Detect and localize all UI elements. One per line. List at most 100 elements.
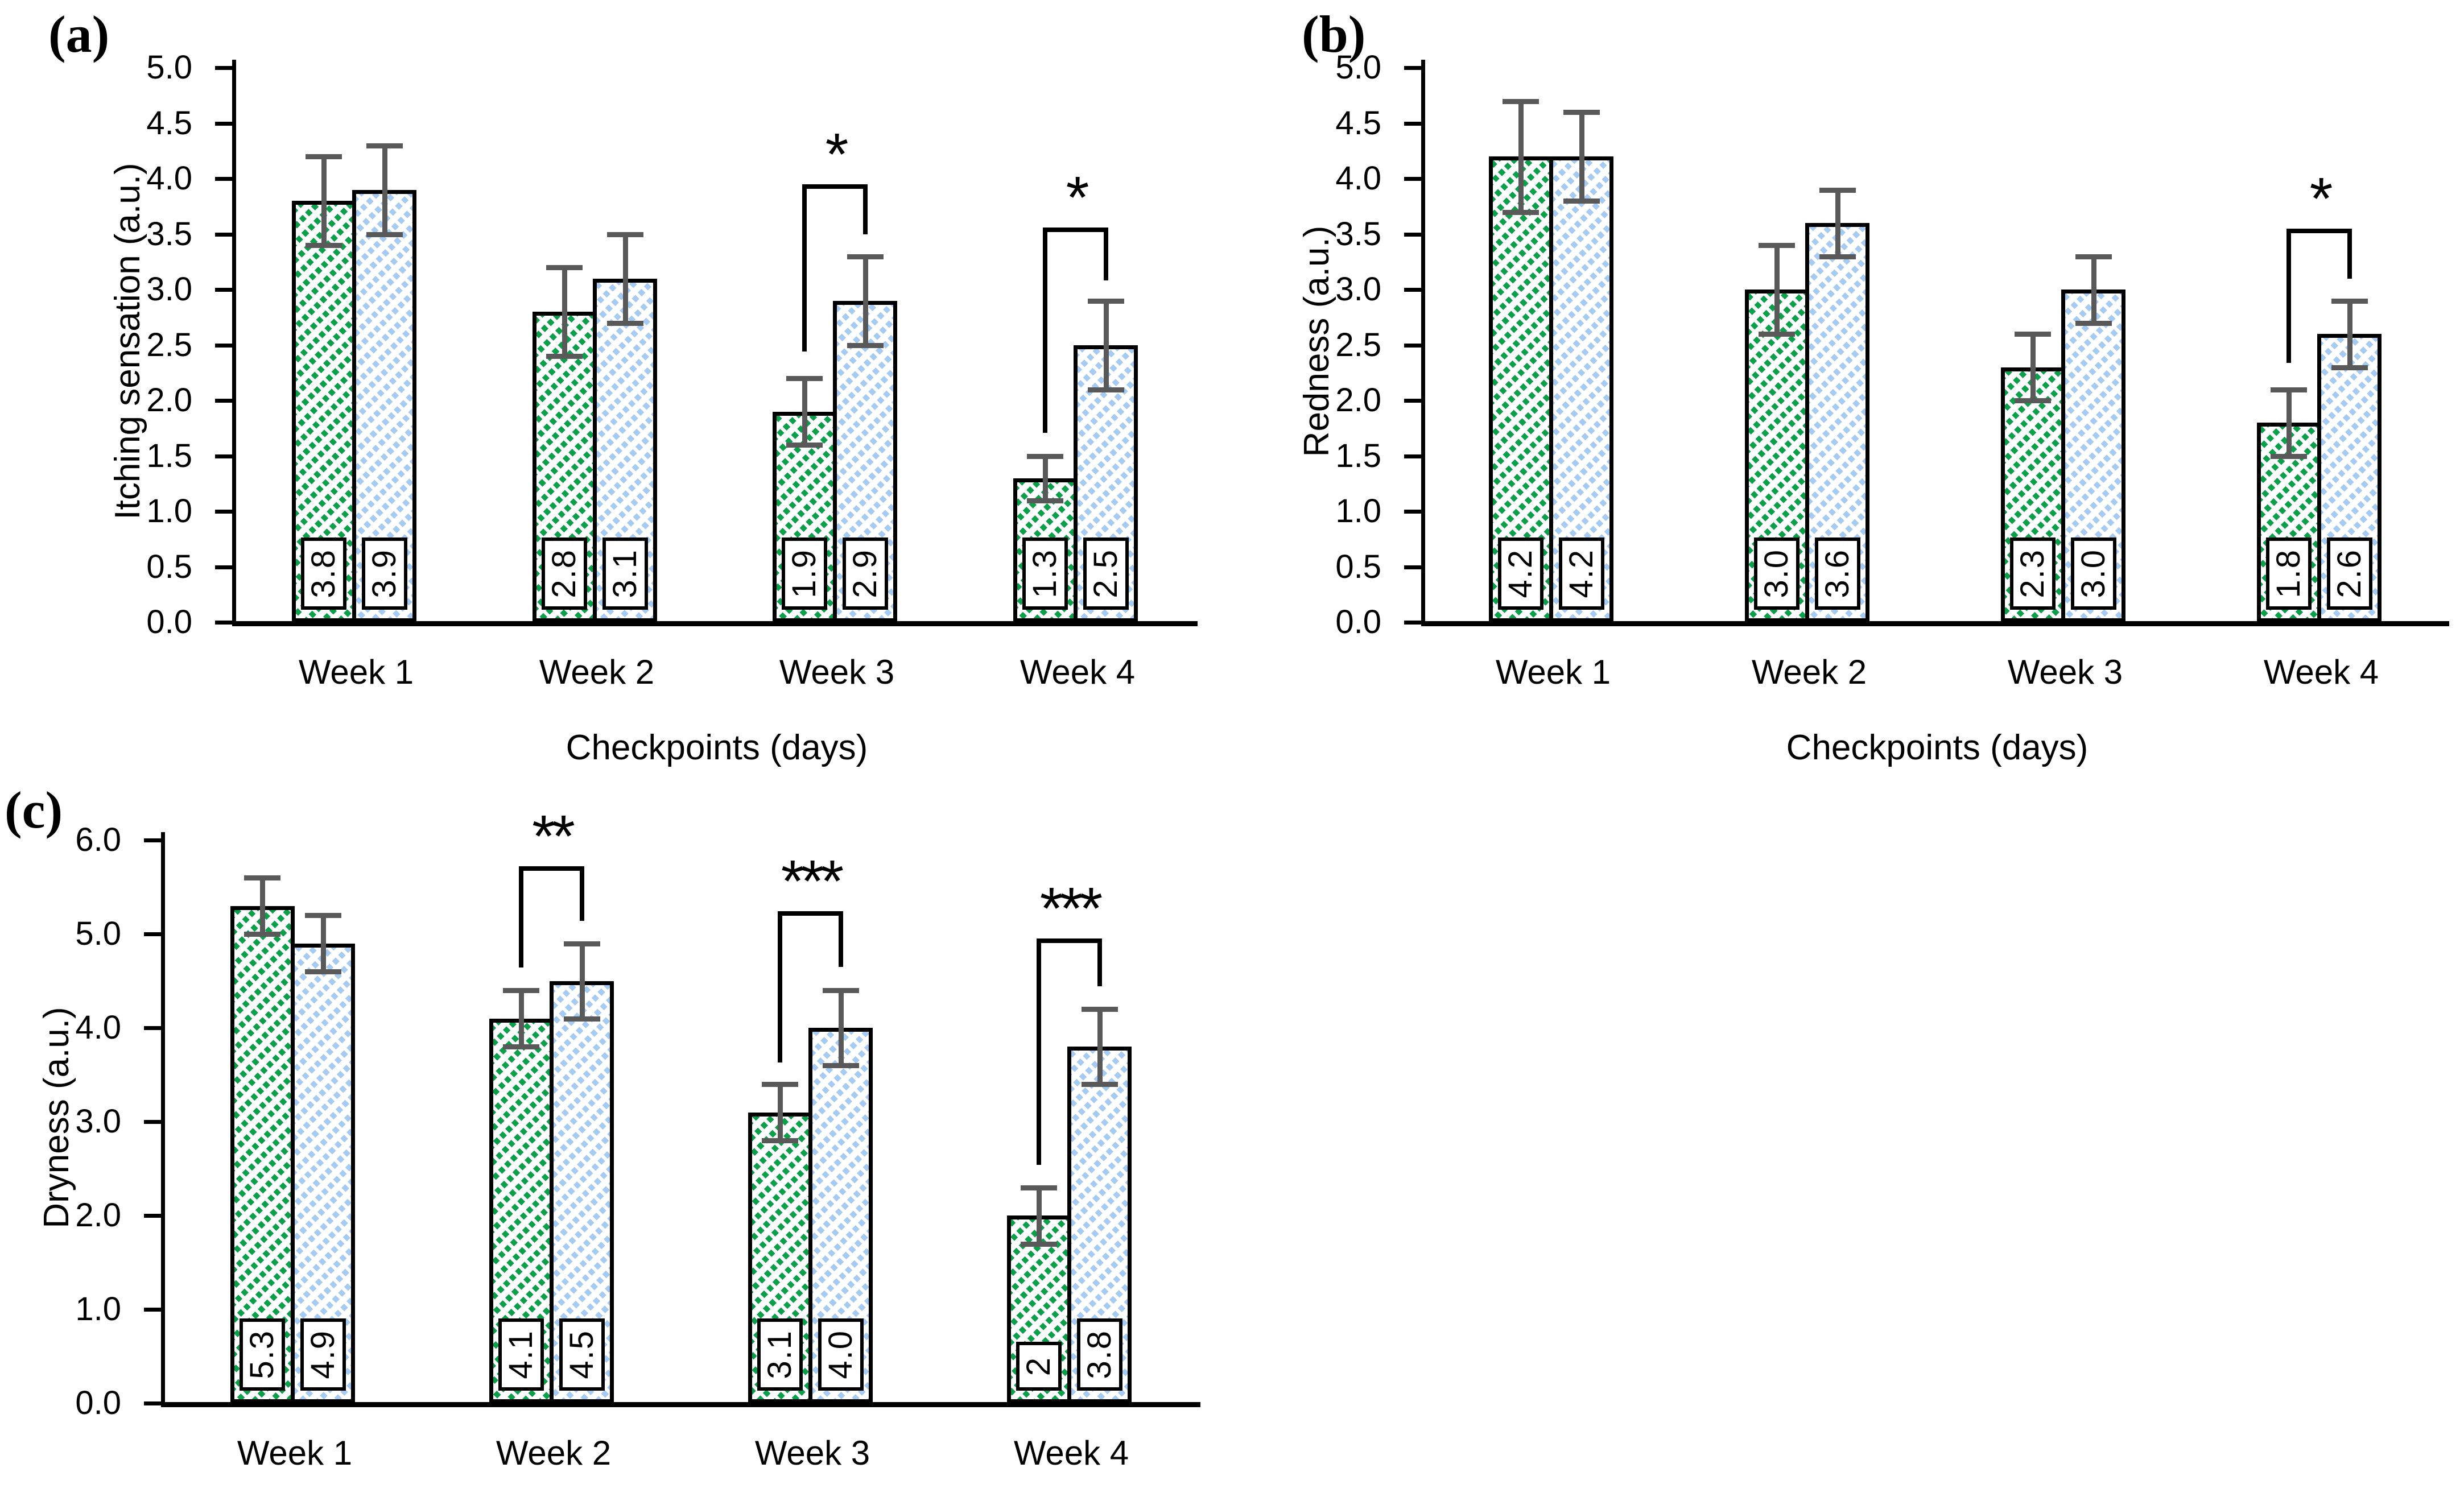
value-label-box: 3.0 [1754, 538, 1799, 610]
error-bar-stem [623, 234, 628, 323]
value-label-box: 1.3 [1022, 538, 1068, 610]
value-label-box: 1.8 [2266, 538, 2312, 610]
error-bar-stem [1579, 112, 1584, 201]
y-tick [1404, 510, 1421, 514]
error-bar-cap [366, 232, 403, 237]
y-tick-label: 2.0 [146, 382, 192, 419]
y-axis-line [161, 832, 165, 1407]
y-axis-line [232, 60, 236, 626]
error-bar-cap [305, 913, 341, 918]
y-tick-label: 4.5 [146, 105, 192, 142]
y-tick-label: 0.0 [1335, 603, 1381, 640]
error-bar-stem [1043, 456, 1048, 501]
significance-stars-text: *** [1039, 875, 1103, 942]
error-bar-cap [306, 243, 342, 248]
value-label-box: 4.5 [559, 1318, 605, 1391]
value-label-box: 2.9 [843, 538, 888, 610]
x-axis-title-text: Checkpoints (days) [566, 728, 868, 767]
y-tick [215, 621, 232, 625]
error-bar-cap [1759, 332, 1795, 337]
error-bar-stem [839, 990, 844, 1065]
y-tick [215, 66, 232, 70]
y-tick-label: 2.0 [75, 1197, 121, 1234]
y-tick [215, 233, 232, 237]
category-label-text: Week 3 [2007, 653, 2123, 691]
significance-stars-text: * [1066, 164, 1089, 231]
y-tick [1404, 233, 1421, 237]
category-label-text: Week 2 [496, 1434, 612, 1472]
error-bar-stem [1104, 301, 1109, 390]
significance-bracket-left-leg [2286, 229, 2291, 363]
y-tick [215, 399, 232, 403]
error-bar-stem [2347, 301, 2352, 367]
y-tick [1404, 288, 1421, 292]
y-tick-label: 4.0 [75, 1009, 121, 1046]
y-tick-label: 3.0 [75, 1103, 121, 1140]
error-bar-cap [305, 969, 341, 974]
error-bar-stem [260, 878, 265, 934]
y-tick [1404, 122, 1421, 126]
value-label-box: 4.0 [818, 1318, 864, 1391]
x-axis-title-text: Checkpoints (days) [1786, 728, 2089, 767]
error-bar-cap [2075, 254, 2112, 259]
y-tick-label: 3.0 [146, 271, 192, 308]
y-tick-label: 5.0 [1335, 49, 1381, 86]
significance-bracket-left-leg [778, 911, 782, 1062]
y-tick-label: 3.5 [146, 216, 192, 253]
significance-bracket-left-leg [519, 866, 523, 968]
y-tick-label: 4.0 [1335, 160, 1381, 197]
error-bar-stem [2286, 390, 2292, 456]
error-bar-stem [2030, 334, 2036, 400]
error-bar-cap [823, 988, 859, 993]
error-bar-cap [503, 988, 539, 993]
significance-bracket-right-leg [1104, 228, 1108, 280]
significance-bracket-top [1037, 938, 1102, 943]
error-bar-cap [786, 443, 823, 448]
y-tick-label: 1.5 [1335, 437, 1381, 474]
significance-bracket-right-leg [839, 911, 843, 967]
error-bar-cap [2015, 398, 2051, 403]
y-tick [215, 344, 232, 348]
y-tick-label: 3.0 [1335, 271, 1381, 308]
error-bar-cap [762, 1138, 798, 1143]
category-label-text: Week 1 [1495, 653, 1611, 691]
error-bar-cap [2271, 387, 2307, 392]
y-tick-label: 1.0 [146, 493, 192, 530]
y-tick [1404, 565, 1421, 569]
category-label-text: Week 1 [237, 1434, 353, 1472]
value-label: 4.1 [502, 1330, 539, 1379]
error-bar-cap [1503, 99, 1539, 104]
error-bar-cap [2015, 332, 2051, 337]
value-label: 4.0 [822, 1330, 859, 1379]
value-label: 2 [1020, 1356, 1057, 1376]
category-label-text: Week 1 [298, 653, 414, 691]
y-tick-label: 5.0 [146, 49, 192, 86]
value-label-box: 4.2 [1559, 538, 1604, 610]
error-bar-stem [863, 257, 868, 345]
value-label-box: 3.8 [301, 538, 346, 610]
value-label-box: 3.1 [602, 538, 648, 610]
y-tick-label: 4.0 [146, 160, 192, 197]
y-tick [144, 1308, 161, 1312]
y-tick [215, 177, 232, 181]
y-tick [144, 1214, 161, 1218]
value-label-box: 2.5 [1083, 538, 1129, 610]
y-axis-title-text: Dryness (a.u.) [37, 1007, 76, 1229]
error-bar-cap [1563, 110, 1600, 115]
error-bar-cap [607, 321, 643, 326]
value-label: 3.8 [1081, 1330, 1118, 1379]
value-label-box: 2 [1016, 1342, 1062, 1391]
significance-bracket-top [2286, 229, 2352, 233]
panel-label: (a) [48, 5, 110, 63]
significance-bracket-left-leg [1037, 938, 1041, 1165]
error-bar-cap [847, 254, 884, 259]
significance-stars-text: * [825, 121, 849, 188]
y-tick-label: 0.5 [1335, 548, 1381, 585]
significance-bracket-right-leg [2347, 229, 2352, 279]
value-label-box: 2.6 [2327, 538, 2372, 610]
panel-label: (b) [1302, 5, 1366, 63]
error-bar-cap [244, 932, 280, 937]
error-bar-cap [1088, 299, 1124, 304]
error-bar-cap [2075, 321, 2112, 326]
